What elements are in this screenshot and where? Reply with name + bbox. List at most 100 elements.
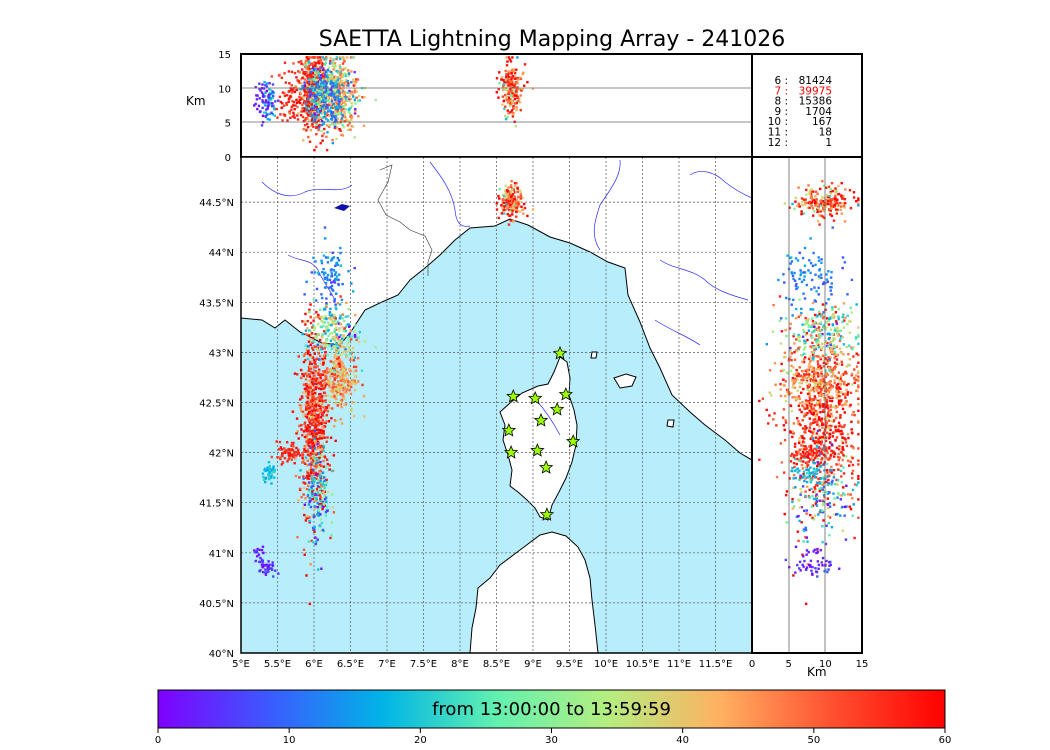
altitude-point xyxy=(337,102,341,105)
lightning-point xyxy=(319,499,322,503)
lightning-point xyxy=(325,340,328,343)
lightning-point xyxy=(347,385,351,388)
lightning-point xyxy=(350,351,354,354)
lightning-point xyxy=(318,474,322,478)
side-altitude-point xyxy=(810,374,814,378)
side-altitude-point xyxy=(804,456,807,459)
side-altitude-point xyxy=(813,325,816,328)
side-altitude-point xyxy=(829,343,833,347)
altitude-point xyxy=(346,80,349,83)
side-altitude-point xyxy=(805,512,808,515)
side-altitude-points xyxy=(758,179,860,606)
side-altitude-point xyxy=(816,314,819,317)
side-altitude-point xyxy=(855,374,858,377)
lightning-point xyxy=(319,479,322,483)
side-altitude-point xyxy=(799,423,802,427)
side-altitude-point xyxy=(807,365,811,368)
side-altitude-point xyxy=(808,398,812,402)
side-altitude-point xyxy=(831,385,834,388)
lightning-point xyxy=(332,390,336,394)
side-altitude-point xyxy=(802,540,805,543)
altitude-point xyxy=(346,124,350,127)
altitude-point xyxy=(311,84,314,88)
side-altitude-point xyxy=(857,419,860,423)
altitude-point xyxy=(506,115,509,119)
altitude-point xyxy=(347,84,350,87)
altitude-point xyxy=(330,80,333,83)
altitude-point xyxy=(354,107,357,111)
lightning-point xyxy=(270,474,273,478)
side-altitude-point xyxy=(840,425,844,429)
lightning-point xyxy=(519,194,523,198)
lightning-point xyxy=(277,448,281,451)
lightning-point xyxy=(325,478,328,482)
side-altitude-point xyxy=(798,397,802,401)
lightning-point xyxy=(313,421,317,424)
side-altitude-point xyxy=(843,424,846,427)
altitude-point xyxy=(323,82,326,85)
side-altitude-point xyxy=(802,460,805,463)
lightning-point xyxy=(320,521,324,525)
altitude-point xyxy=(306,94,310,98)
lightning-point xyxy=(321,296,324,300)
side-altitude-point xyxy=(834,406,837,410)
altitude-point xyxy=(340,98,344,101)
side-altitude-point xyxy=(811,356,815,359)
altitude-point xyxy=(314,76,317,80)
lightning-point xyxy=(306,472,310,475)
altitude-point xyxy=(324,61,327,64)
lightning-point xyxy=(330,284,334,288)
lightning-point xyxy=(261,559,264,563)
altitude-point xyxy=(306,125,310,129)
side-altitude-point xyxy=(784,394,787,398)
side-altitude-point xyxy=(837,428,840,431)
stats-row-label: 7 : xyxy=(774,85,788,97)
side-altitude-point xyxy=(815,334,818,337)
side-altitude-point xyxy=(807,368,811,371)
latitude-tick-label: 42.5°N xyxy=(199,398,234,409)
altitude-point xyxy=(510,89,513,93)
lightning-point xyxy=(309,453,312,457)
lightning-point xyxy=(358,330,362,334)
side-altitude-point xyxy=(826,515,830,518)
side-altitude-point xyxy=(847,352,850,356)
altitude-point xyxy=(310,91,313,95)
lightning-point xyxy=(325,405,328,409)
altitude-point xyxy=(295,88,298,92)
side-altitude-point xyxy=(800,448,804,451)
lightning-point xyxy=(322,505,325,509)
lightning-point xyxy=(317,352,320,355)
side-altitude-point xyxy=(792,373,795,376)
lightning-point xyxy=(311,494,314,498)
lightning-point xyxy=(265,570,269,574)
lightning-point xyxy=(521,196,524,200)
side-altitude-point xyxy=(793,358,797,362)
altitude-point xyxy=(339,73,342,76)
side-altitude-point xyxy=(826,483,829,487)
side-altitude-point xyxy=(818,440,821,444)
lightning-point xyxy=(520,205,523,208)
lightning-point xyxy=(324,421,327,425)
altitude-point xyxy=(267,104,270,107)
altitude-point xyxy=(325,117,328,121)
side-altitude-point xyxy=(808,404,811,407)
altitude-point xyxy=(316,109,320,113)
altitude-point xyxy=(295,76,298,79)
side-altitude-point xyxy=(801,360,804,364)
lightning-point xyxy=(306,347,309,350)
lightning-point xyxy=(321,498,325,501)
lightning-point xyxy=(339,315,342,319)
altitude-point xyxy=(328,99,331,102)
lightning-point xyxy=(308,373,311,376)
side-altitude-point xyxy=(852,447,855,450)
side-altitude-point xyxy=(848,344,851,347)
lightning-point xyxy=(316,435,320,439)
side-altitude-point xyxy=(809,360,812,363)
altitude-point xyxy=(340,81,343,85)
lightning-point xyxy=(308,490,311,494)
altitude-point xyxy=(308,88,312,91)
lightning-point xyxy=(342,386,345,390)
altitude-point xyxy=(304,59,308,62)
altitude-point xyxy=(508,79,512,82)
altitude-point xyxy=(315,65,318,69)
